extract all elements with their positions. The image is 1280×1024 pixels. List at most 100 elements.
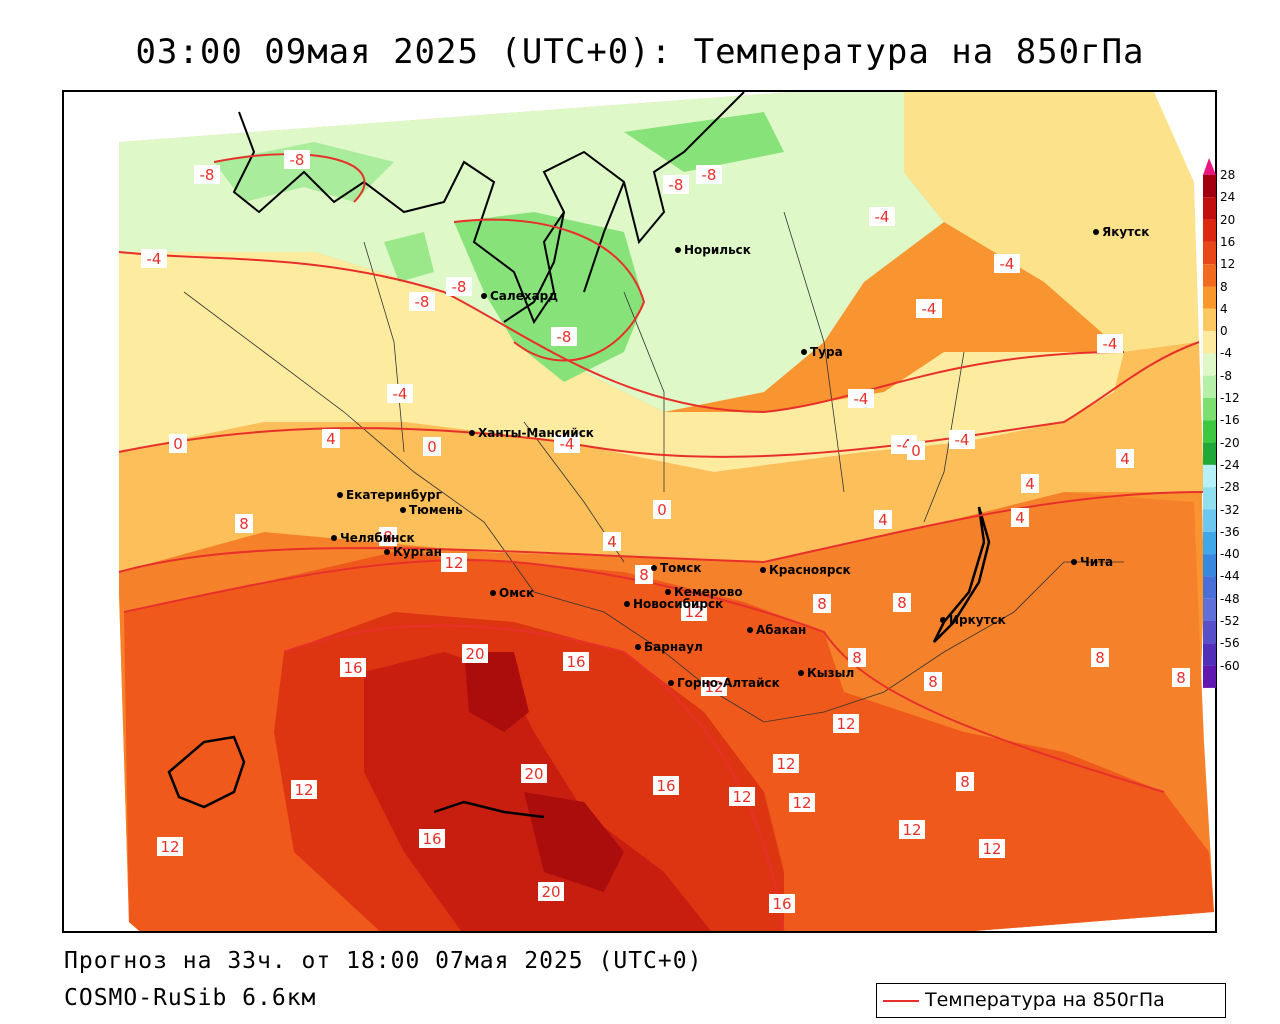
city-marker bbox=[635, 644, 641, 650]
contour-label: 12 bbox=[899, 820, 925, 839]
contour-label: 16 bbox=[419, 829, 445, 848]
contour-label: -4 bbox=[554, 434, 580, 453]
contour-label: -4 bbox=[916, 299, 942, 318]
contour-label-bg bbox=[696, 165, 722, 184]
contour-label: 20 bbox=[538, 882, 564, 901]
scale-swatch bbox=[1203, 308, 1216, 332]
contour-label-text: 16 bbox=[656, 777, 675, 795]
contour-label: 8 bbox=[813, 594, 831, 613]
contour-16 bbox=[283, 624, 785, 931]
contour-label-bg bbox=[1116, 449, 1134, 468]
scale-label: -12 bbox=[1220, 391, 1240, 405]
boundaries bbox=[183, 211, 1124, 723]
city-marker bbox=[469, 430, 475, 436]
city-label: Екатеринбург bbox=[346, 488, 442, 502]
scale-label: -16 bbox=[1220, 413, 1240, 428]
city-label: Иркутск bbox=[949, 613, 1006, 627]
contour-label: 12 bbox=[441, 553, 467, 572]
contour-label-bg bbox=[789, 793, 815, 812]
contour-label-text: -8 bbox=[452, 278, 467, 296]
contour-label: 8 bbox=[893, 593, 911, 612]
contour-label-text: 16 bbox=[343, 659, 362, 677]
contour-label: -4 bbox=[848, 389, 874, 408]
contour-label-text: 0 bbox=[427, 438, 437, 456]
contour-label-bg bbox=[291, 780, 317, 799]
contour-label: 0 bbox=[907, 441, 925, 460]
contour-label: 8 bbox=[235, 514, 253, 533]
contour-label-text: 8 bbox=[852, 649, 862, 667]
city-label: Челябинск bbox=[340, 531, 415, 545]
scale-label: -20 bbox=[1220, 435, 1240, 450]
contour-label-text: 8 bbox=[639, 566, 649, 584]
page-title: 03:00 09мая 2025 (UTC+0): Температура на… bbox=[135, 32, 1145, 72]
scale-top-arrow bbox=[1203, 158, 1216, 175]
contour-label-bg bbox=[1021, 474, 1039, 493]
scale-swatch bbox=[1203, 398, 1216, 421]
contour-label-text: -4 bbox=[922, 300, 937, 318]
contour-label: 8 bbox=[379, 527, 397, 546]
city-marker bbox=[624, 601, 630, 607]
contour-label: 12 bbox=[681, 602, 707, 621]
contour-label: 20 bbox=[521, 764, 547, 783]
contour-label-bg bbox=[1172, 668, 1190, 687]
contour-label-bg bbox=[681, 602, 707, 621]
contour-label: -4 bbox=[949, 430, 975, 449]
city-label: Красноярск bbox=[769, 563, 851, 577]
city-marker bbox=[1093, 229, 1099, 235]
contour-label-text: -8 bbox=[290, 151, 305, 169]
contour-label-bg bbox=[701, 677, 727, 696]
field-m4-0 bbox=[119, 252, 1124, 472]
contour-label-text: -8 bbox=[669, 176, 684, 194]
contour-label-bg bbox=[194, 165, 220, 184]
contour-label-text: 12 bbox=[776, 755, 795, 773]
contour-label-bg bbox=[869, 207, 895, 226]
contour-label-text: 20 bbox=[541, 883, 560, 901]
lake-baikal bbox=[932, 506, 991, 643]
city-marker bbox=[675, 247, 681, 253]
scale-label: 12 bbox=[1220, 257, 1236, 272]
contour-label-bg bbox=[554, 434, 580, 453]
contour-label: -4 bbox=[994, 254, 1020, 273]
contour-label-bg bbox=[141, 249, 167, 268]
contour-label: 8 bbox=[924, 672, 942, 691]
contour-label-text: -8 bbox=[557, 328, 572, 346]
scale-swatch bbox=[1203, 665, 1216, 688]
contour-minus4 bbox=[118, 251, 1125, 414]
contour-label: 0 bbox=[423, 437, 441, 456]
contour-label-bg bbox=[956, 772, 974, 791]
temperature-map[interactable]: -8 -8 -8 -8 -8 -8 -8 -4 -4 -4 -4 -4 -4 -4 -4 -4 0 0 0 0 4 4 4 4… bbox=[62, 90, 1217, 933]
scale-swatch bbox=[1203, 442, 1216, 465]
contour-label-bg bbox=[387, 384, 413, 403]
contour-label: 8 bbox=[635, 565, 653, 584]
contour-label-text: 0 bbox=[657, 501, 667, 519]
contour-label-bg bbox=[603, 532, 621, 551]
contour-minus8 bbox=[213, 153, 646, 362]
contour-label: -4 bbox=[387, 384, 413, 403]
city-label: Ханты-Мансийск bbox=[478, 426, 594, 440]
coastline-yamal bbox=[232, 92, 745, 325]
contour-label: 8 bbox=[956, 772, 974, 791]
contour-label-bg bbox=[563, 652, 589, 671]
city-label: Норильск bbox=[684, 243, 751, 257]
field-0-4 bbox=[119, 342, 1204, 572]
forecast-info: Прогноз на 33ч. от 18:00 07мая 2025 (UTC… bbox=[64, 948, 703, 974]
contour-label: 12 bbox=[157, 837, 183, 856]
contour-label-bg bbox=[916, 299, 942, 318]
contour-label-text: 8 bbox=[383, 528, 393, 546]
contour-label: 12 bbox=[291, 780, 317, 799]
contour-label-bg bbox=[773, 754, 799, 773]
scale-label: -56 bbox=[1220, 636, 1240, 651]
contour-label-bg bbox=[833, 714, 859, 733]
contour-12 bbox=[123, 559, 1165, 793]
contour-label-text: 0 bbox=[173, 435, 183, 453]
scale-swatch bbox=[1203, 175, 1216, 198]
scale-label: -48 bbox=[1220, 591, 1240, 606]
scale-label: -8 bbox=[1220, 368, 1232, 383]
scale-swatch bbox=[1203, 264, 1216, 287]
contour-label: -4 bbox=[1097, 334, 1123, 353]
legend-line-swatch bbox=[883, 1000, 919, 1002]
contour-label-text: 4 bbox=[878, 511, 888, 529]
contour-label-text: -8 bbox=[415, 293, 430, 311]
contour-label-bg bbox=[653, 500, 671, 519]
city-marker bbox=[331, 535, 337, 541]
